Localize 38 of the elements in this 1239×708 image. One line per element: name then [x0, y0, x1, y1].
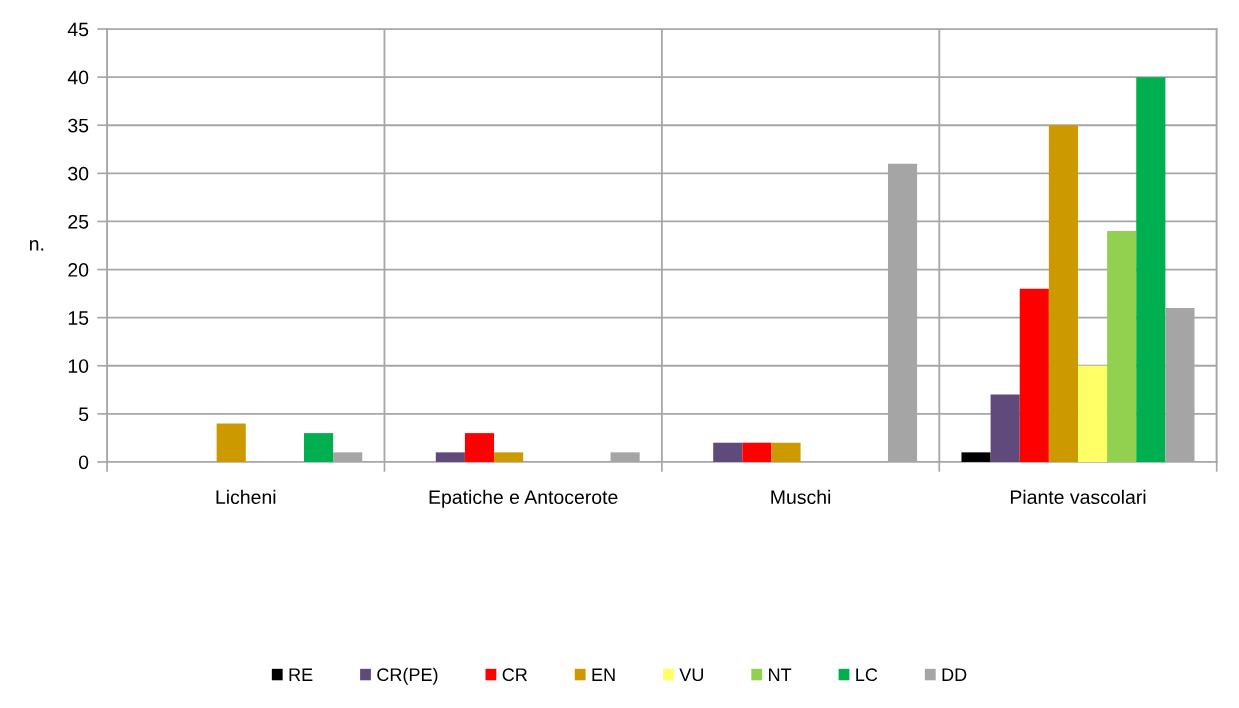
legend-label: CR(PE) — [377, 667, 438, 685]
bar — [464, 433, 495, 462]
bar — [742, 442, 772, 462]
legend-label: LC — [856, 668, 878, 682]
x-tick-label: Epatiche e Antocerote — [429, 489, 618, 508]
bar — [216, 423, 246, 462]
y-tick-label: 5 — [78, 407, 89, 422]
bar — [1136, 77, 1166, 462]
bar — [1107, 231, 1137, 462]
bar — [990, 394, 1020, 462]
bar — [1048, 125, 1078, 462]
bar — [1077, 365, 1108, 462]
y-tick-label: 25 — [68, 214, 89, 229]
x-tick-label: Piante vascolari — [1010, 489, 1146, 505]
legend-label: VU — [679, 668, 703, 682]
bar — [435, 452, 465, 462]
legend-label: EN — [592, 668, 615, 681]
y-axis-title: n. — [30, 240, 44, 251]
y-tick-label: 10 — [68, 359, 89, 373]
bar — [494, 452, 524, 462]
bar — [304, 433, 334, 462]
legend-label: RE — [289, 668, 313, 681]
legend-label: DD — [942, 668, 967, 681]
y-tick-label: 40 — [67, 70, 89, 85]
bar — [713, 442, 743, 462]
y-tick-label: 0 — [78, 455, 89, 470]
x-tick-label: Licheni — [216, 489, 276, 505]
y-tick-label: 15 — [68, 311, 89, 325]
bar — [961, 452, 991, 462]
y-tick-label: 20 — [68, 263, 89, 277]
legend-label: NT — [769, 668, 792, 681]
x-tick-label: Muschi — [771, 489, 831, 505]
y-tick-label: 45 — [67, 22, 89, 37]
bar — [1019, 288, 1049, 462]
legend-label: CR — [502, 668, 527, 682]
y-tick-label: 30 — [68, 166, 89, 181]
bar — [771, 442, 801, 462]
y-tick-label: 35 — [68, 118, 89, 133]
